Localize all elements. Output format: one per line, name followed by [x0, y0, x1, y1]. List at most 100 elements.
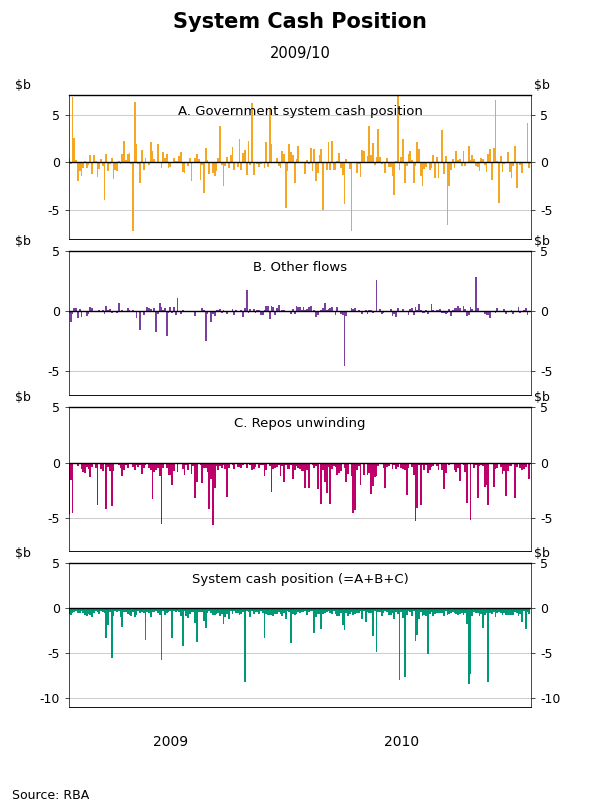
Bar	[470, 307, 472, 311]
Bar	[502, 162, 503, 172]
Bar	[128, 608, 130, 616]
Bar	[73, 462, 75, 464]
Bar	[411, 309, 413, 311]
Bar	[139, 311, 141, 330]
Bar	[200, 608, 202, 612]
Bar	[132, 162, 134, 231]
Bar	[292, 462, 294, 479]
Bar	[505, 608, 507, 615]
Bar	[248, 141, 250, 162]
Bar	[393, 608, 395, 619]
Bar	[194, 462, 196, 498]
Bar	[230, 608, 232, 612]
Bar	[233, 311, 235, 315]
Bar	[219, 462, 221, 466]
Bar	[464, 162, 466, 166]
Bar	[521, 608, 523, 622]
Bar	[299, 462, 301, 469]
Bar	[475, 608, 477, 613]
Bar	[232, 608, 233, 614]
Bar	[214, 462, 215, 487]
Bar	[285, 608, 287, 619]
Bar	[507, 311, 509, 312]
Bar	[450, 462, 452, 465]
Bar	[251, 462, 253, 470]
Bar	[335, 162, 337, 170]
Bar	[235, 608, 237, 612]
Bar	[233, 162, 235, 170]
Bar	[162, 310, 164, 311]
Bar	[180, 152, 182, 162]
Bar	[494, 311, 496, 314]
Bar	[329, 162, 331, 170]
Bar	[207, 161, 208, 162]
Bar	[404, 462, 406, 470]
Bar	[308, 306, 310, 311]
Bar	[159, 462, 161, 477]
Bar	[276, 308, 278, 311]
Bar	[169, 307, 171, 311]
Bar	[237, 608, 239, 612]
Bar	[315, 608, 317, 617]
Bar	[189, 311, 191, 313]
Bar	[123, 141, 125, 162]
Bar	[150, 309, 152, 311]
Bar	[525, 608, 527, 629]
Bar	[328, 309, 329, 311]
Bar	[356, 462, 358, 469]
Bar	[415, 608, 416, 641]
Bar	[184, 608, 185, 611]
Bar	[450, 311, 452, 316]
Bar	[68, 462, 70, 514]
Bar	[125, 160, 127, 162]
Bar	[203, 608, 205, 621]
Bar	[200, 162, 202, 179]
Bar	[512, 162, 514, 166]
Bar	[485, 462, 487, 485]
Bar	[503, 462, 505, 470]
Bar	[308, 162, 310, 164]
Bar	[381, 462, 383, 464]
Bar	[214, 608, 215, 615]
Bar	[393, 462, 395, 465]
Text: $b: $b	[534, 235, 550, 248]
Bar	[82, 608, 84, 613]
Bar	[269, 108, 271, 162]
Bar	[128, 462, 130, 464]
Bar	[514, 608, 516, 612]
Bar	[452, 608, 454, 612]
Bar	[119, 462, 121, 468]
Bar	[228, 608, 230, 619]
Bar	[310, 462, 311, 464]
Bar	[450, 608, 452, 613]
Bar	[91, 608, 93, 617]
Bar	[86, 311, 88, 316]
Bar	[202, 162, 203, 165]
Bar	[463, 151, 464, 162]
Bar	[386, 158, 388, 162]
Bar	[116, 608, 118, 612]
Bar	[173, 158, 175, 162]
Bar	[422, 608, 424, 616]
Bar	[77, 608, 79, 613]
Bar	[344, 162, 346, 204]
Bar	[494, 100, 496, 162]
Bar	[415, 462, 416, 521]
Bar	[377, 129, 379, 162]
Bar	[452, 159, 454, 162]
Bar	[358, 462, 359, 466]
Bar	[244, 462, 246, 465]
Bar	[111, 311, 113, 314]
Bar	[479, 608, 481, 617]
Bar	[191, 608, 193, 612]
Bar	[200, 462, 202, 465]
Bar	[310, 608, 311, 611]
Bar	[529, 162, 530, 168]
Bar	[358, 162, 359, 164]
Bar	[446, 608, 448, 615]
Bar	[503, 608, 505, 612]
Bar	[224, 462, 226, 469]
Bar	[356, 608, 358, 612]
Bar	[267, 608, 269, 615]
Bar	[441, 130, 443, 162]
